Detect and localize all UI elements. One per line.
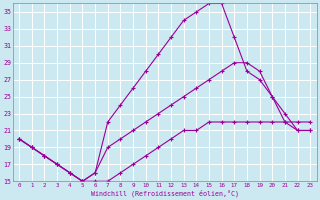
- X-axis label: Windchill (Refroidissement éolien,°C): Windchill (Refroidissement éolien,°C): [91, 189, 239, 197]
